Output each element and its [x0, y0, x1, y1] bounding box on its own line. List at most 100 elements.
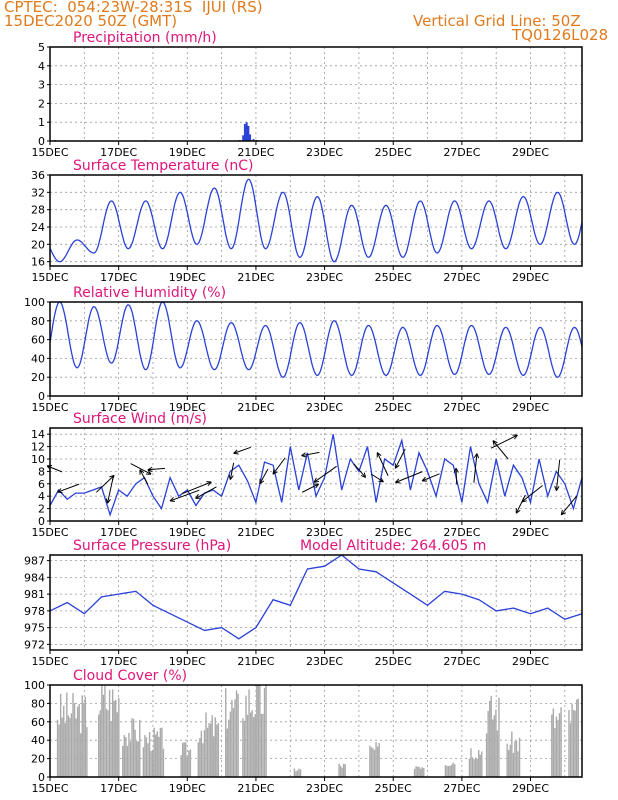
wind-arrow: [394, 448, 406, 469]
y-tick-label: 10: [31, 453, 45, 466]
x-tick-label: 27DEC: [443, 526, 480, 539]
cloud-bar: [344, 764, 346, 777]
y-tick-label: 6: [38, 478, 45, 491]
wind-arrow-head: [147, 466, 153, 473]
cloud-bar: [226, 728, 228, 777]
wind-arrow: [313, 465, 337, 483]
wind-arrow-head: [146, 469, 152, 475]
wind-arrow: [147, 467, 166, 471]
cloud-bar: [551, 714, 553, 777]
cloud-bar: [232, 707, 235, 777]
cloud-bar: [257, 685, 260, 777]
cloud-bar: [251, 710, 253, 777]
x-tick-label: 27DEC: [443, 782, 480, 795]
x-tick-label: 23DEC: [306, 271, 343, 284]
cloud-bar: [474, 757, 477, 777]
cloud-bar: [145, 737, 148, 777]
cloud-bar: [63, 705, 65, 777]
wind-arrow: [106, 475, 114, 504]
wind-arrow-head: [560, 509, 566, 516]
cloud-bar: [248, 689, 250, 777]
wind-arrow-head: [395, 478, 401, 484]
x-tick-label: 21DEC: [237, 655, 274, 668]
x-tick-label: 25DEC: [375, 526, 412, 539]
cloud-bar: [139, 719, 141, 777]
y-tick-label: 0: [38, 135, 45, 148]
wind-arrow: [455, 468, 458, 485]
cloud-bar: [295, 771, 297, 777]
cloud-bar: [56, 719, 59, 777]
wind-arrow-head: [313, 477, 320, 483]
x-tick-label: 27DEC: [443, 146, 480, 159]
cloud-bar: [208, 723, 210, 777]
cloud-bar: [58, 724, 60, 777]
x-tick-label: 25DEC: [375, 655, 412, 668]
wind-arrow-head: [301, 452, 307, 458]
cloud-bar: [72, 693, 74, 777]
cloud-bar: [125, 737, 127, 777]
x-tick-label: 29DEC: [512, 782, 549, 795]
cloud-bar: [447, 766, 450, 777]
cloud-bar: [213, 736, 215, 777]
cloud-bar: [260, 713, 263, 777]
wind-arrow: [492, 440, 509, 460]
wind-arrow: [490, 434, 518, 449]
cloud-bar: [135, 741, 138, 777]
pressure-series-line: [49, 554, 583, 640]
cloud-bar: [470, 748, 472, 777]
cloud-bar: [101, 685, 103, 777]
x-tick-label: 19DEC: [169, 146, 206, 159]
y-tick-label: 60: [31, 716, 45, 729]
cloud-bar: [126, 745, 129, 777]
cloud-bar: [104, 685, 106, 777]
cloud-bar: [189, 749, 192, 777]
cloud-bar: [142, 747, 145, 777]
cloud-bar: [242, 718, 244, 777]
cloud-bar: [234, 699, 236, 777]
y-tick-label: 28: [31, 204, 45, 217]
cloud-bar: [129, 741, 132, 777]
y-tick-label: 2: [38, 503, 45, 516]
cloud-bar: [116, 712, 118, 777]
cloud-bar: [188, 750, 190, 777]
cloud-bar: [449, 765, 451, 777]
wind-arrow-head: [259, 478, 265, 485]
wind-arrow: [233, 446, 251, 454]
x-tick-label: 21DEC: [237, 782, 274, 795]
cloud-bar: [485, 733, 488, 777]
cloud-bar: [231, 699, 233, 777]
cloud-bar: [118, 697, 120, 777]
precip-bar: [252, 139, 255, 141]
wind-arrow: [229, 462, 235, 480]
y-tick-label: 20: [31, 753, 45, 766]
y-tick-label: 12: [31, 441, 45, 454]
y-tick-label: 20: [31, 371, 45, 384]
panel-title: Surface Temperature (nC): [73, 158, 254, 174]
panel-title: Relative Humidity (%): [73, 285, 226, 301]
wind-arrow-head: [453, 467, 459, 473]
wind-arrow: [473, 453, 478, 483]
x-tick-label: 15DEC: [31, 782, 68, 795]
cloud-bar: [229, 711, 232, 777]
cloud-bar: [156, 731, 158, 777]
cloud-bar: [73, 703, 76, 777]
wind-arrow-head: [394, 463, 400, 469]
wind-arrow: [353, 463, 366, 478]
wind-arrow-head: [360, 472, 367, 478]
y-tick-label: 14: [31, 428, 45, 441]
cloud-bar: [299, 769, 302, 777]
x-tick-label: 23DEC: [306, 526, 343, 539]
cloud-bar: [492, 719, 494, 777]
x-tick-label: 25DEC: [375, 146, 412, 159]
x-tick-label: 21DEC: [237, 526, 274, 539]
cloud-bar: [150, 751, 152, 777]
cloud-bar: [78, 703, 80, 777]
x-tick-label: 19DEC: [169, 401, 206, 414]
cloud-bar: [185, 742, 187, 777]
x-tick-label: 23DEC: [306, 782, 343, 795]
cloud-bar: [423, 768, 425, 777]
cloud-bar: [560, 707, 562, 777]
x-tick-label: 29DEC: [512, 655, 549, 668]
y-tick-label: 8: [38, 465, 45, 478]
